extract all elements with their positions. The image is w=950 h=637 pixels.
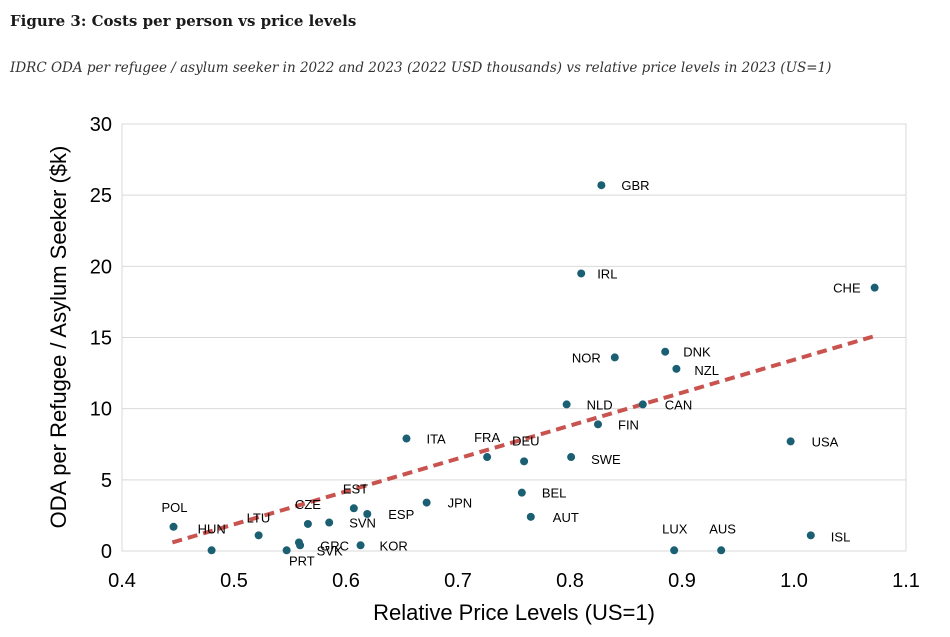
y-tick-label: 0 [101, 541, 112, 563]
point-label-bel: BEL [542, 486, 567, 501]
x-tick-label: 0.5 [220, 570, 248, 592]
point-label-nor: NOR [572, 350, 601, 365]
plot-area-border [121, 123, 907, 552]
point-label-che: CHE [833, 281, 861, 296]
data-point-lux [670, 546, 679, 555]
point-label-prt: PRT [289, 553, 315, 568]
x-tick-label: 0.4 [108, 570, 136, 592]
point-label-fin: FIN [618, 417, 639, 432]
data-point-grc [296, 541, 305, 550]
data-point-svn [325, 518, 334, 527]
data-point-dnk [661, 347, 670, 356]
x-tick-label: 0.7 [444, 570, 472, 592]
x-axis-label: Relative Price Levels (US=1) [373, 600, 655, 625]
data-point-fra [483, 453, 492, 462]
point-label-aus: AUS [709, 521, 736, 536]
point-label-swe: SWE [591, 452, 621, 467]
data-point-ltu [254, 531, 263, 540]
data-point-nld [562, 400, 571, 409]
axis-ticks: 0 5 10 15 20 25 30 0.4 0.5 0.6 0.7 0.8 0.9 1.0 1.1 [90, 114, 920, 592]
data-point-gbr [597, 181, 606, 190]
x-tick-label: 0.8 [556, 570, 584, 592]
y-axis-label: ODA per Refugee / Asylum Seeker ($k) [46, 146, 71, 529]
data-point-kor [356, 541, 365, 550]
point-label-svk: SVK [317, 543, 343, 558]
point-label-aut: AUT [553, 510, 579, 525]
data-point-usa [786, 437, 795, 446]
point-label-kor: KOR [380, 538, 408, 553]
data-point-fin [594, 420, 602, 429]
data-point-hun [207, 546, 216, 555]
data-point-cze [303, 519, 312, 528]
x-tick-label: 1.1 [892, 570, 920, 592]
y-tick-label: 30 [90, 114, 112, 136]
point-label-grc: GRC [320, 538, 349, 553]
data-point-che [870, 283, 879, 292]
point-label-svn: SVN [349, 516, 376, 531]
point-label-dnk: DNK [683, 345, 711, 360]
y-tick-label: 15 [90, 328, 112, 350]
point-label-est: EST [343, 481, 368, 496]
figure-title: Figure 3: Costs per person vs price leve… [10, 12, 357, 30]
point-label-nzl: NZL [694, 363, 719, 378]
trendline-group [171, 334, 876, 545]
point-label-can: CAN [665, 397, 692, 412]
figure-subtitle: IDRC ODA per refugee / asylum seeker in … [10, 60, 832, 76]
data-point-can [638, 400, 647, 409]
x-tick-label: 0.6 [332, 570, 360, 592]
point-label-pol: POL [162, 500, 188, 515]
point-label-isl: ISL [831, 529, 851, 544]
point-label-lux: LUX [662, 521, 688, 536]
point-label-cze: CZE [295, 497, 321, 512]
data-point-aut [526, 512, 535, 521]
y-tick-label: 20 [90, 256, 112, 278]
y-tick-label: 5 [101, 470, 112, 492]
y-tick-label: 25 [90, 185, 112, 207]
x-tick-label: 0.9 [668, 570, 696, 592]
point-label-gbr: GBR [621, 178, 649, 193]
data-point-aus [717, 546, 726, 555]
data-point-swe [567, 453, 576, 462]
point-label-fra: FRA [474, 430, 500, 445]
data-point-esp [363, 509, 372, 518]
trendline [171, 334, 876, 545]
data-point-nor [610, 353, 619, 362]
data-point-bel [517, 488, 526, 497]
data-point-isl [806, 531, 815, 540]
point-label-ita: ITA [426, 432, 446, 447]
point-label-usa: USA [812, 434, 839, 449]
point-label-irl: IRL [597, 266, 617, 281]
x-tick-label: 1.0 [780, 570, 808, 592]
data-point-deu [520, 457, 529, 466]
point-label-hun: HUN [198, 521, 226, 536]
data-point-pol [169, 522, 178, 531]
data-point-jpn [422, 498, 431, 507]
point-label-nld: NLD [587, 397, 613, 412]
data-point-irl [577, 269, 586, 278]
point-label-esp: ESP [388, 507, 414, 522]
point-label-ltu: LTU [247, 510, 271, 525]
y-tick-label: 10 [90, 399, 112, 421]
data-point-ita [402, 434, 411, 443]
point-label-deu: DEU [512, 433, 539, 448]
data-point-nzl [672, 364, 681, 373]
data-point-est [349, 504, 358, 513]
gridlines [122, 123, 906, 552]
data-point-svk [282, 546, 291, 555]
data-points: GBR IRL CHE NOR DNK NZL NLD CAN FIN ITA FRA DEU SWE U… [162, 178, 879, 568]
point-label-jpn: JPN [448, 496, 473, 511]
